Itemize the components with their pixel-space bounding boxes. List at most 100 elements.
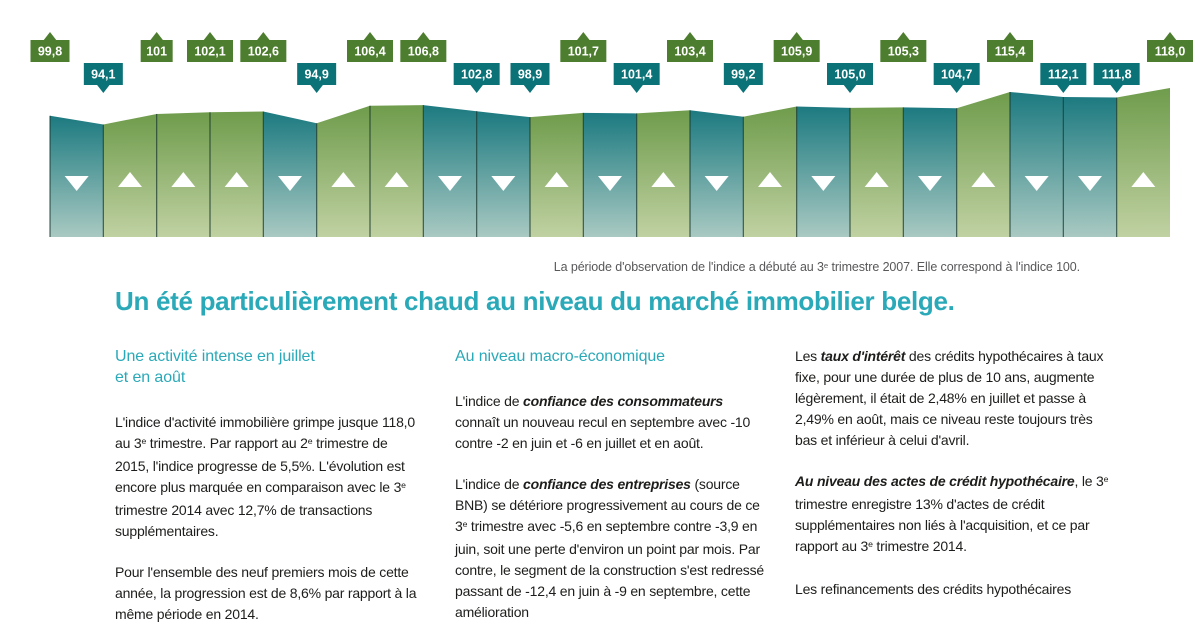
text-segment: trimestre 2014 avec 12,7% de transaction… (115, 502, 373, 539)
body-paragraph: L'indice de confiance des consommateurs … (455, 391, 765, 454)
arrow-down-icon (598, 176, 622, 191)
badge-tip-up-icon (43, 32, 57, 41)
badge-value-label: 102,1 (194, 45, 225, 59)
superscript-text: e (401, 480, 406, 491)
chart-segment (370, 105, 424, 237)
badge-tip-up-icon (1003, 32, 1017, 41)
badge-tip-down-icon (1109, 84, 1124, 93)
body-paragraph: L'indice de confiance des entreprises (s… (455, 474, 765, 623)
badge-tip-up-icon (203, 32, 217, 41)
arrow-down-icon (438, 176, 462, 191)
emphasis-text: confiance des consommateurs (523, 393, 723, 409)
badge-value-label: 111,8 (1102, 68, 1132, 82)
badge-value-label: 101,7 (568, 45, 599, 59)
chart-segment (690, 110, 744, 237)
chart-segment (50, 115, 104, 237)
badge-value-label: 102,8 (461, 68, 492, 82)
badge-tip-down-icon (949, 84, 964, 93)
badge-tip-down-icon (736, 84, 751, 93)
badge-tip-down-icon (309, 84, 324, 93)
badge-tip-down-icon (523, 84, 537, 93)
page-title: Un été particulièrement chaud au niveau … (115, 286, 955, 316)
chart-segment (796, 106, 850, 237)
badge-tip-up-icon (363, 32, 377, 41)
text-segment: trimestre 2014. (872, 538, 967, 554)
chart-segment (956, 91, 1010, 237)
chart-segment (103, 113, 157, 237)
arrow-down-icon (1078, 176, 1102, 191)
chart-caption: La période d'observation de l'indice a d… (554, 259, 1080, 277)
arrow-down-icon (704, 176, 729, 191)
chart-segment (636, 110, 690, 237)
badge-tip-up-icon (789, 32, 804, 41)
badge-tip-up-icon (896, 32, 911, 41)
text-segment: connaît un nouveau recul en septembre av… (455, 414, 751, 451)
text-segment: Les (795, 348, 821, 364)
badge-tip-up-icon (683, 32, 697, 41)
superscript-text: e (823, 260, 829, 270)
text-segment: trimestre 2007. Elle correspond à l'indi… (828, 260, 1080, 274)
chart-segment (423, 105, 477, 237)
arrow-up-icon (171, 172, 196, 187)
badge-value-label: 105,3 (888, 45, 919, 59)
body-paragraph: L'indice d'activité immobilière grimpe j… (115, 412, 425, 542)
value-badge-down: 104,7 (933, 63, 980, 93)
superscript-text: e (462, 519, 468, 530)
arrow-up-icon (118, 172, 142, 187)
badge-value-label: 103,4 (674, 45, 705, 59)
value-badge-up: 106,8 (400, 32, 447, 62)
badge-value-label: 105,0 (834, 68, 865, 82)
body-paragraph: Pour l'ensemble des neuf premiers mois d… (115, 562, 425, 625)
badge-value-label: 115,4 (995, 45, 1026, 59)
column-heading: Une activité intense en juillet et en ao… (115, 348, 315, 386)
value-badge-up: 106,4 (347, 32, 393, 62)
badge-value-label: 106,8 (408, 45, 439, 59)
badge-tip-up-icon (416, 32, 431, 41)
superscript-text: e (307, 436, 313, 447)
text-segment: L'indice de (455, 476, 523, 492)
arrow-up-icon (651, 172, 676, 187)
emphasis-text: Au niveau des actes de crédit hypothécai… (795, 473, 1075, 489)
arrow-up-icon (1131, 172, 1156, 187)
arrow-up-icon (384, 172, 409, 187)
value-badge-up: 103,4 (667, 32, 713, 62)
chart-segment (1116, 88, 1170, 237)
badge-tip-down-icon (96, 84, 111, 93)
superscript-text: e (141, 436, 147, 447)
text-segment: L'indice de (455, 393, 523, 409)
chart-segment (743, 106, 797, 237)
text-column-3: Les taux d'intérêt des crédits hypothéca… (795, 346, 1115, 630)
text-segment: Les refinancements des crédits hypothéca… (795, 581, 1072, 597)
value-badge-down: 94,1 (83, 63, 123, 93)
chart-segment (156, 112, 210, 237)
chart-segment (583, 112, 637, 237)
value-badge-down: 112,1 (1040, 63, 1087, 93)
value-badge-down: 111,8 (1093, 63, 1140, 93)
value-badge-up: 101 (140, 32, 173, 62)
arrow-down-icon (64, 176, 89, 191)
superscript-text: e (1103, 474, 1109, 485)
value-badge-down: 102,8 (453, 63, 500, 93)
arrow-down-icon (918, 176, 942, 191)
emphasis-text: taux d'intérêt (820, 348, 906, 364)
badge-tip-up-icon (149, 32, 164, 41)
value-badge-down: 94,9 (297, 63, 337, 93)
arrow-down-icon (1024, 176, 1049, 191)
text-segment: , le 3 (1074, 473, 1104, 489)
badge-value-label: 94,1 (91, 68, 115, 82)
badge-value-label: 94,9 (304, 68, 328, 82)
text-segment: trimestre avec -5,6 en septembre contre … (455, 518, 764, 620)
arrow-up-icon (971, 172, 996, 187)
badge-value-label: 99,8 (38, 45, 62, 59)
chart-segment (210, 111, 264, 237)
value-badge-up: 105,3 (880, 32, 927, 62)
badge-value-label: 101,4 (621, 68, 652, 82)
badge-tip-down-icon (843, 84, 857, 93)
text-segment: trimestre de 2015, l'indice progresse de… (115, 435, 405, 495)
badge-value-label: 99,2 (731, 68, 755, 82)
superscript-text: e (868, 539, 873, 550)
chart-segment (850, 107, 904, 237)
value-badge-down: 105,0 (827, 63, 873, 93)
text-segment: trimestre. Par rapport au 2 (146, 435, 308, 451)
badge-value-label: 102,6 (248, 45, 279, 59)
